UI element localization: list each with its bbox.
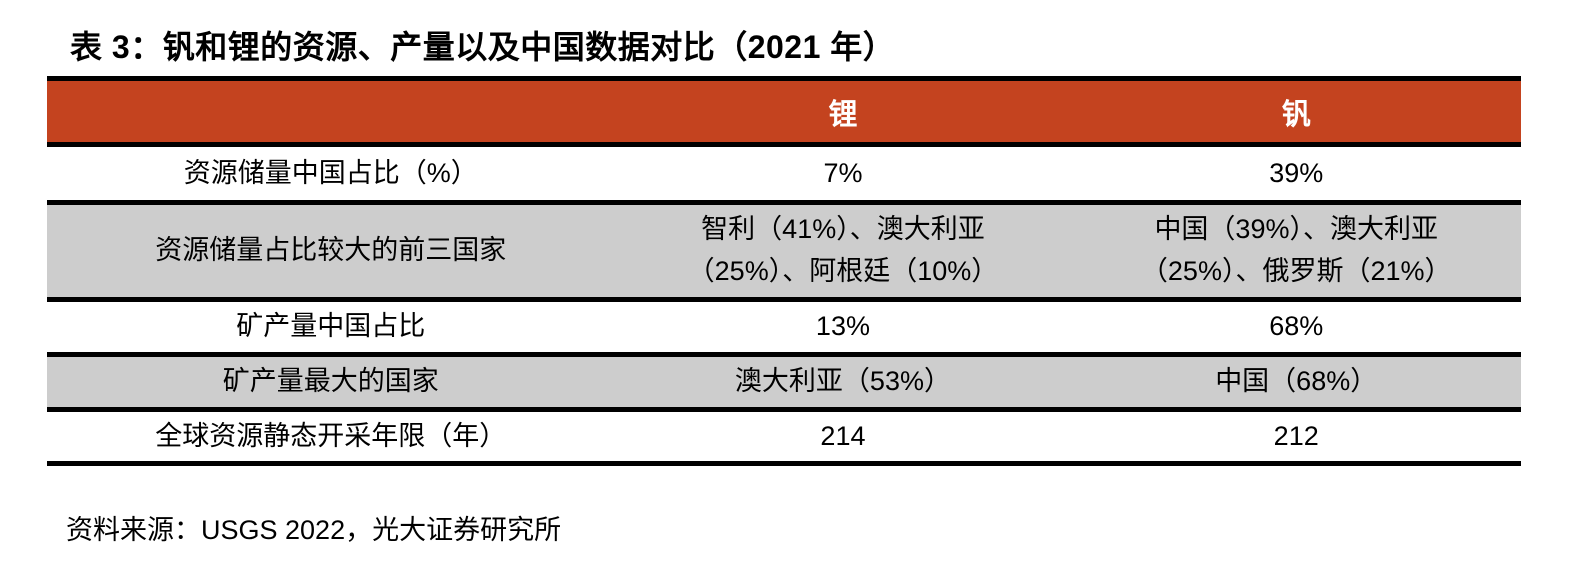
col-header-empty xyxy=(47,79,614,145)
table-row-mine-output-china-share: 矿产量中国占比 13% 68% xyxy=(47,299,1521,355)
source-note: 资料来源：USGS 2022，光大证券研究所 xyxy=(66,515,562,545)
header-row: 锂 钒 xyxy=(47,78,1521,145)
table-row-static-mining-years: 全球资源静态开采年限（年） 214 212 xyxy=(47,409,1521,464)
row-label: 资源储量占比较大的前三国家 xyxy=(155,234,507,265)
vanadium-value-cell: 68% xyxy=(1269,310,1324,341)
table-row-largest-producer: 矿产量最大的国家 澳大利亚（53%） 中国（68%） xyxy=(47,354,1521,410)
lithium-value-cell: 智利（41%）、澳大利亚（25%）、阿根廷（10%） xyxy=(687,214,999,286)
lithium-value-cell: 13% xyxy=(815,310,870,341)
row-label: 矿产量最大的国家 xyxy=(222,365,439,396)
col-header-lithium: 锂 xyxy=(828,98,858,131)
page-title: 表 3：钒和锂的资源、产量以及中国数据对比（2021 年） xyxy=(70,29,896,65)
vanadium-value-cell: 中国（39%）、澳大利亚（25%）、俄罗斯（21%） xyxy=(1140,214,1452,286)
lithium-value-cell: 澳大利亚（53%） xyxy=(734,365,951,396)
row-label: 资源储量中国占比（%） xyxy=(183,157,478,188)
row-label: 矿产量中国占比 xyxy=(236,310,426,341)
table-row-reserves-china-share: 资源储量中国占比（%） 7% 39% xyxy=(47,145,1521,203)
table-row-top3-reserve-countries: 资源储量占比较大的前三国家 智利（41%）、澳大利亚（25%）、阿根廷（10%）… xyxy=(47,202,1521,300)
lithium-value-cell: 7% xyxy=(823,157,863,188)
col-header-vanadium: 钒 xyxy=(1281,98,1311,131)
vanadium-value-cell: 中国（68%） xyxy=(1215,365,1378,396)
comparison-table: 锂 钒 资源储量中国占比（%） 7% 39% 资源储量占比较大的前三国家 智利（… xyxy=(47,76,1521,466)
row-label: 全球资源静态开采年限（年） xyxy=(155,420,507,451)
vanadium-value-cell: 39% xyxy=(1269,157,1324,188)
lithium-value-cell: 214 xyxy=(820,420,866,451)
vanadium-value-cell: 212 xyxy=(1273,420,1319,451)
